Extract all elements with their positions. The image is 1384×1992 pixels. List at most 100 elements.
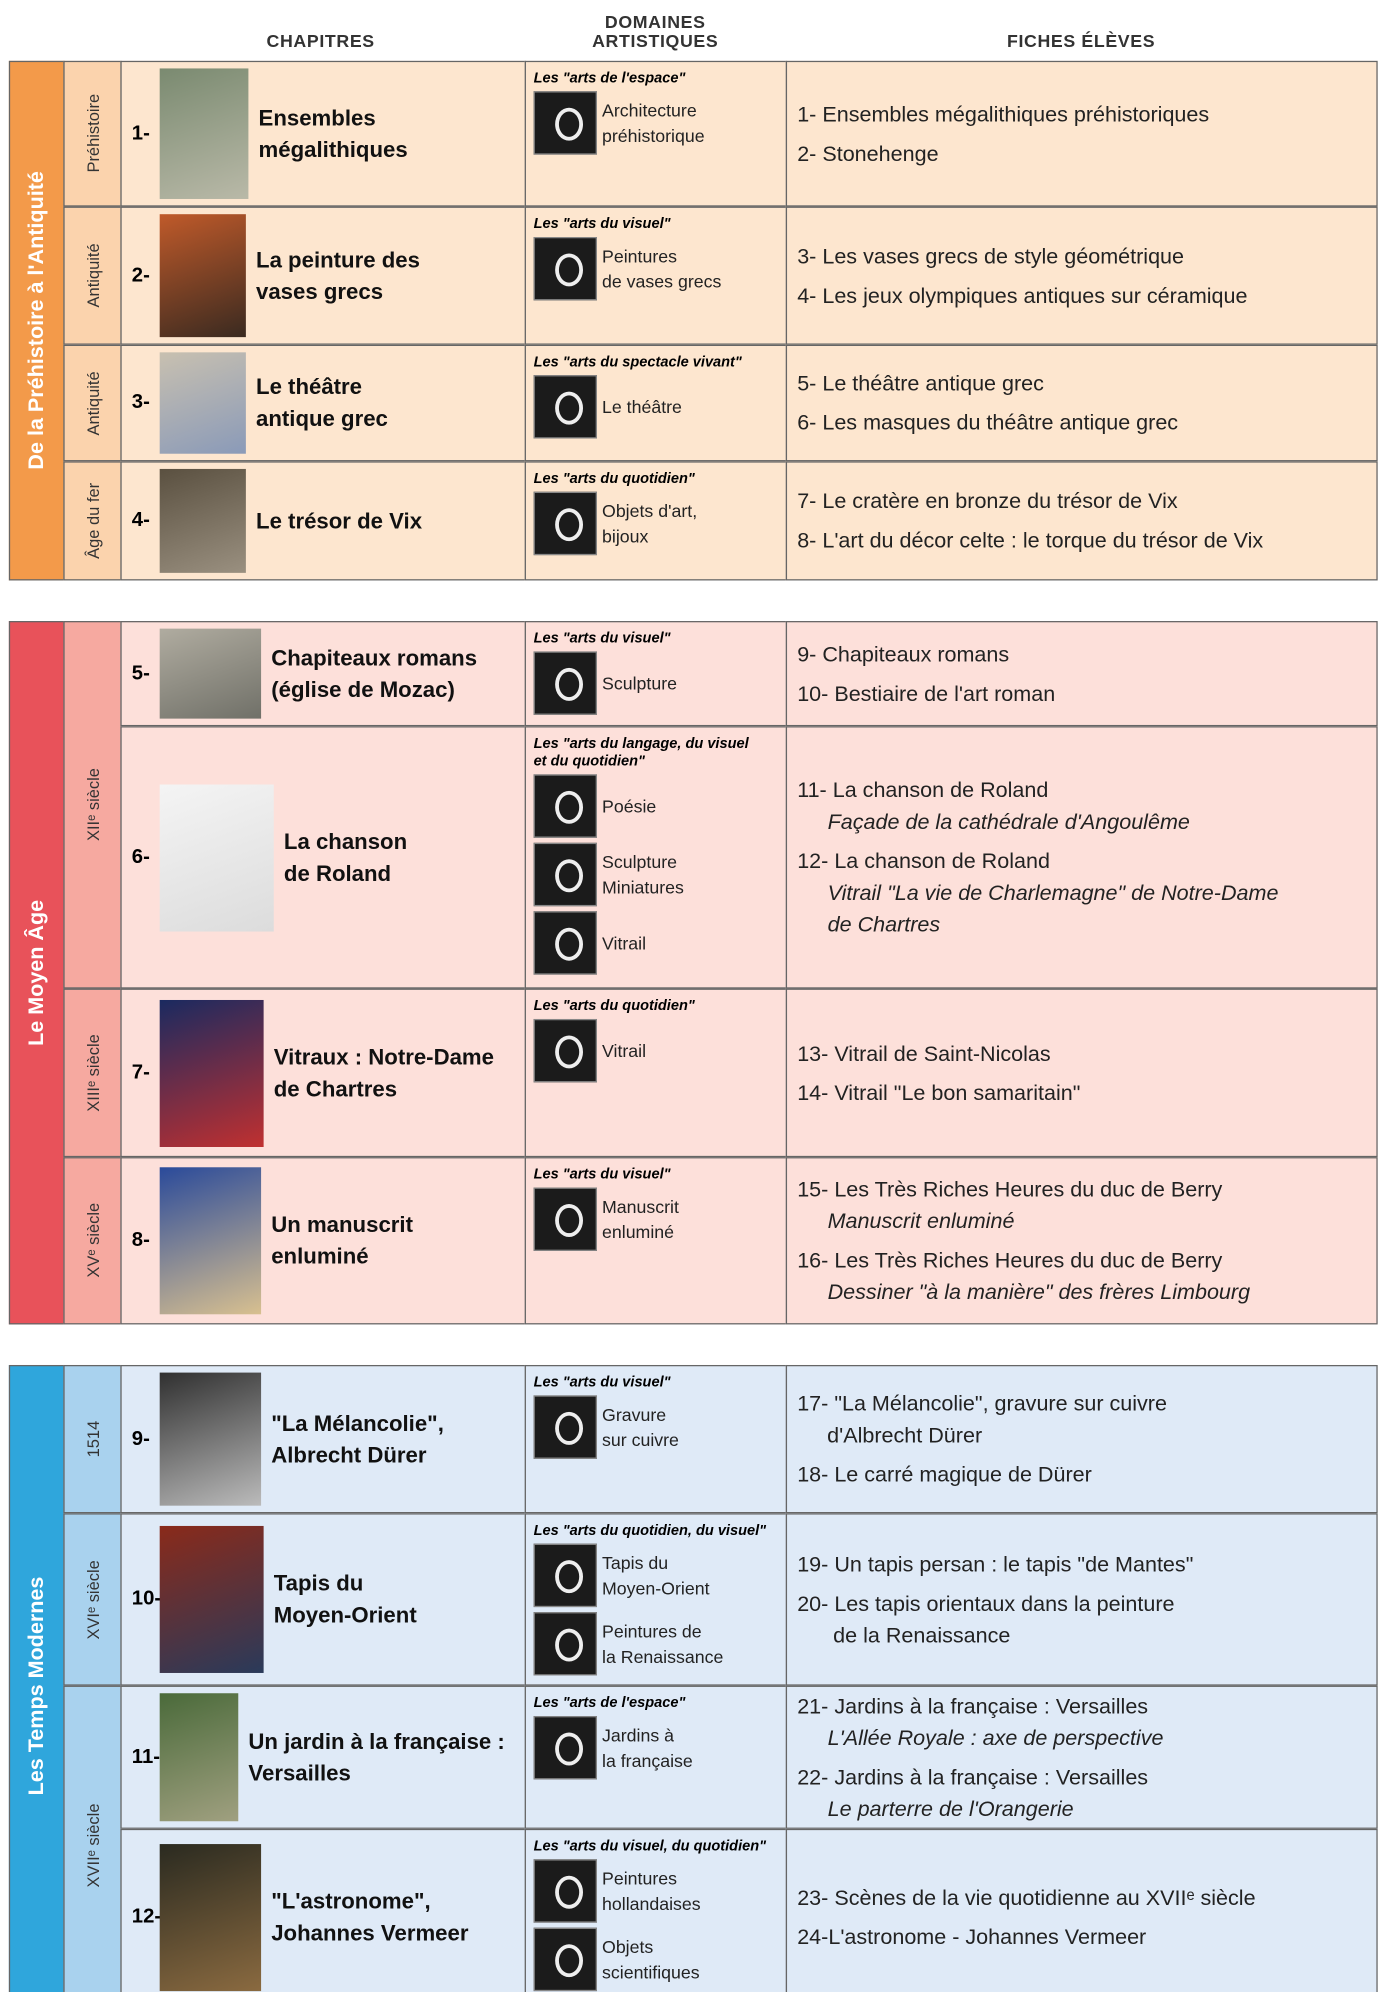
fiches-cell: 5- Le théâtre antique grec 6- Les masques… [785, 344, 1378, 462]
domain-icon [533, 237, 597, 301]
chapter-image [159, 628, 262, 719]
fiche-subtitle: Vitrail "La vie de Charlemagne" de Notre… [827, 880, 1279, 937]
era-label: XVIᵉ siècle [83, 1559, 103, 1640]
chapter-cell: 11- Un jardin à la française : Versailles [120, 1685, 526, 1829]
chapter-image [159, 783, 274, 931]
domain-item: Vitrail [533, 911, 779, 975]
chapter-image [159, 1167, 262, 1315]
fiches-cell: 3- Les vases grecs de style géométrique 4… [785, 206, 1378, 345]
section-title: Le Moyen Âge [24, 899, 49, 1046]
fiche-text: 13- Vitrail de Saint-Nicolas [797, 1041, 1051, 1066]
domain-item: Vitrail [533, 1018, 779, 1083]
fiche-text: 17- "La Mélancolie", gravure sur cuivre … [797, 1391, 1167, 1448]
chapter-title: La chanson de Roland [283, 828, 408, 886]
era-label: Antiquité [83, 370, 103, 436]
era-cell: XIIᵉ siècle [63, 621, 122, 989]
domain-item: Architecture préhistorique [533, 91, 779, 155]
chapter-number: 5- [131, 662, 150, 684]
fiche-text: 23- Scènes de la vie quotidienne au XVII… [797, 1885, 1256, 1910]
domain-label: Peintures hollandaises [602, 1868, 701, 1914]
domain-label: Sculpture Miniatures [602, 851, 684, 898]
chapter-image [159, 1693, 239, 1822]
fiche: 11- La chanson de Roland Façade de la cat… [797, 774, 1376, 837]
fiche-text: 10- Bestiaire de l'art roman [797, 681, 1056, 706]
domain-cell: Les "arts du visuel, du quotidien" Peintu… [524, 1828, 788, 1992]
domain-cell: Les "arts du spectacle vivant" Le théâtre [524, 344, 788, 462]
fiche: 7- Le cratère en bronze du trésor de Vix [797, 485, 1376, 517]
chapter-number: 12- [131, 1906, 162, 1928]
chapter-number: 11- [131, 1745, 161, 1768]
chapter-title: "L'astronome", Johannes Vermeer [271, 1888, 469, 1946]
domain-label: Manuscrit enluminé [602, 1196, 679, 1243]
chapter-number: 2- [131, 264, 150, 286]
fiche-text: 7- Le cratère en bronze du trésor de Vix [797, 489, 1178, 514]
domain-label: Architecture préhistorique [602, 100, 705, 146]
domain-item: Objets d'art, bijoux [533, 491, 779, 556]
fiche-text: 24-L'astronome - Johannes Vermeer [797, 1925, 1147, 1950]
era-cell: Préhistoire [63, 60, 122, 207]
fiche-text: 14- Vitrail "Le bon samaritain" [797, 1080, 1081, 1105]
chapter-title: Tapis du Moyen-Orient [273, 1570, 417, 1628]
fiche: 17- "La Mélancolie", gravure sur cuivre … [797, 1388, 1376, 1451]
fiche-text: 19- Un tapis persan : le tapis "de Mante… [797, 1551, 1194, 1577]
domain-label: Tapis du Moyen-Orient [602, 1552, 710, 1599]
domain-item: Le théâtre [533, 375, 779, 439]
section: Les Temps Modernes 1514 9- "La Mélancolie",… [8, 1364, 1378, 1992]
era-cell: Âge du fer [63, 461, 122, 581]
fiche: 2- Stonehenge [797, 138, 1376, 170]
fiche: 6- Les masques du théâtre antique grec [797, 407, 1376, 439]
fiche: 14- Vitrail "Le bon samaritain" [797, 1077, 1376, 1109]
era-cell: XVIIᵉ siècle [63, 1685, 122, 1992]
column-header: FICHES ÉLÈVES [1006, 30, 1156, 51]
chapter-title: "La Mélancolie", Albrecht Dürer [271, 1409, 444, 1468]
chapter-cell: 10- Tapis du Moyen-Orient [120, 1513, 526, 1686]
fiche-text: 20- Les tapis orientaux dans la peinture… [797, 1591, 1175, 1647]
era-cell: XVIᵉ siècle [63, 1513, 122, 1686]
chapter-title: Le trésor de Vix [256, 507, 423, 533]
chapter-number: 1- [131, 122, 150, 144]
domain-cell: Les "arts du langage, du visuel et du qu… [524, 726, 788, 989]
domain-icon [533, 1543, 597, 1608]
fiches-cell: 19- Un tapis persan : le tapis "de Mante… [785, 1513, 1378, 1686]
fiches-cell: 17- "La Mélancolie", gravure sur cuivre … [785, 1364, 1378, 1514]
domain-group: Les "arts du visuel" [533, 1167, 671, 1183]
section-title: Les Temps Modernes [24, 1576, 49, 1795]
domain-icon [533, 1395, 597, 1459]
fiche: 19- Un tapis persan : le tapis "de Mante… [797, 1548, 1376, 1580]
fiches-cell: 7- Le cratère en bronze du trésor de Vix… [785, 461, 1378, 581]
domain-cell: Les "arts du quotidien, du visuel" Tapis … [524, 1513, 788, 1686]
chapter-number: 10- [131, 1588, 162, 1610]
chapter-cell: 8- Un manuscrit enluminé [120, 1157, 526, 1325]
fiche-subtitle: L'Allée Royale : axe de perspective [827, 1725, 1164, 1750]
section-band: Les Temps Modernes [8, 1364, 65, 1992]
domain-label: Gravure sur cuivre [602, 1404, 679, 1450]
chapter-title: Un jardin à la française : Versailles [248, 1728, 505, 1786]
chapter-cell: 9- "La Mélancolie", Albrecht Dürer [120, 1364, 526, 1514]
fiche-subtitle: Le parterre de l'Orangerie [827, 1796, 1074, 1821]
fiches-cell: 21- Jardins à la française : Versailles L… [785, 1685, 1378, 1829]
chapter-title: Un manuscrit enluminé [271, 1211, 413, 1269]
domain-icon [533, 91, 597, 155]
domain-label: Vitrail [602, 1040, 647, 1061]
domain-group: Les "arts du visuel" [533, 216, 671, 232]
chapter-image [159, 68, 249, 199]
domain-item: Peintures de vases grecs [533, 237, 779, 301]
chapter-cell: 1- Ensembles mégalithiques [120, 60, 526, 207]
domain-group: Les "arts de l'espace" [533, 1695, 686, 1711]
fiche: 23- Scènes de la vie quotidienne au XVII… [797, 1882, 1376, 1914]
domain-icon [533, 1716, 597, 1780]
section: Le Moyen Âge XIIᵉ siècle 5- Chapiteaux roma… [8, 621, 1378, 1325]
chapter-number: 7- [131, 1061, 150, 1083]
chapter-number: 9- [131, 1427, 150, 1450]
chapter-number: 8- [131, 1229, 150, 1251]
domain-label: Objets scientifiques [602, 1936, 700, 1983]
domain-icon [533, 1018, 597, 1083]
fiche-text: 6- Les masques du théâtre antique grec [797, 410, 1179, 435]
fiche-text: 21- Jardins à la française : Versailles [797, 1693, 1149, 1718]
chapter-title: Chapiteaux romans (église de Mozac) [271, 644, 478, 702]
era-label: XVIIᵉ siècle [83, 1803, 103, 1888]
domain-label: Objets d'art, bijoux [602, 500, 698, 547]
section-title: De la Préhistoire à l'Antiquité [24, 171, 49, 470]
fiches-cell: 23- Scènes de la vie quotidienne au XVII… [785, 1828, 1378, 1992]
era-cell: XIIIᵉ siècle [63, 988, 122, 1158]
